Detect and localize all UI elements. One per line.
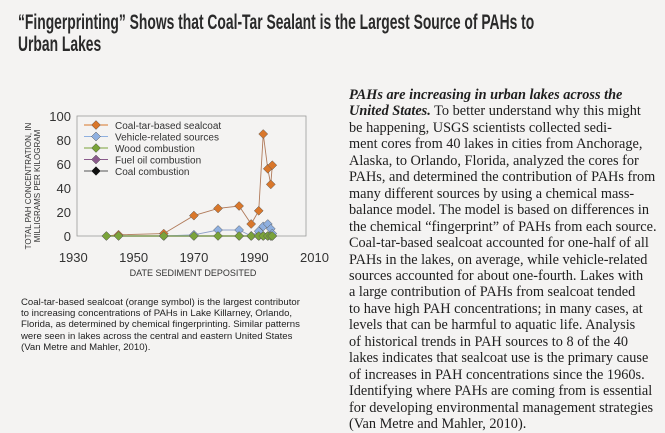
body-line: sources accounted for about one-fourth. … — [349, 267, 644, 284]
body-line: many different sources by using a chemic… — [349, 185, 635, 202]
data-point — [267, 231, 278, 241]
x-tick-label: 1970 — [179, 250, 208, 265]
body-line: a large contribution of PAHs from sealco… — [349, 284, 636, 301]
body-line: the chemical “fingerprint” of PAHs from … — [349, 218, 657, 235]
data-point — [258, 129, 269, 139]
legend-label: Coal-tar-based sealcoat — [115, 121, 221, 132]
y-tick-label: 60 — [57, 157, 71, 172]
legend-label: Vehicle-related sources — [115, 133, 219, 144]
body-line: Alaska, to Orlando, Florida, analyzed th… — [349, 152, 639, 169]
legend-label: Wood combustion — [115, 144, 195, 155]
legend-label: Coal combustion — [115, 167, 189, 178]
x-tick-label: 1950 — [119, 250, 148, 265]
data-point — [234, 231, 244, 241]
lead-emphasis: United States. — [349, 103, 431, 120]
y-tick-label: 40 — [57, 181, 71, 196]
body-line: for developing environmental management … — [349, 399, 654, 416]
body-line: of increases in PAH concentrations since… — [349, 366, 645, 383]
data-point — [253, 205, 264, 216]
body-line: PAHs in the lakes, on average, while veh… — [349, 251, 648, 268]
legend-label: Fuel oil combustion — [115, 156, 201, 167]
y-tick-label: 20 — [57, 205, 71, 220]
data-point — [113, 231, 124, 241]
data-point — [158, 231, 169, 241]
legend-marker — [91, 143, 101, 153]
caption-line: to increasing concentrations of PAHs in … — [21, 308, 293, 320]
y-axis-label: TOTAL PAH CONCENTRATION, IN — [24, 122, 33, 249]
body-line: to have high PAH concentrations; in many… — [349, 300, 643, 317]
data-point — [246, 231, 257, 241]
body-line: be happening, USGS scientists collected … — [349, 119, 612, 136]
data-point — [101, 231, 112, 241]
caption-line: Florida, as determined by chemical finge… — [21, 319, 300, 331]
x-tick-label: 2010 — [300, 250, 329, 265]
legend-marker — [91, 131, 101, 142]
caption-line: were seen in lakes across the central an… — [21, 330, 293, 342]
legend-marker — [91, 166, 101, 176]
figure-caption: Coal-tar-based sealcoat (orange symbol) … — [21, 297, 300, 353]
y-tick-label: 0 — [64, 229, 71, 244]
body-line: Coal-tar-based sealcoat accounted for on… — [349, 235, 649, 252]
title-line: “Fingerprinting” Shows that Coal-Tar Sea… — [18, 11, 535, 34]
body-line: of historical trends in PAH sources to 8… — [349, 333, 629, 350]
body-line: Identifying where PAHs are coming from i… — [349, 383, 653, 400]
data-point — [265, 179, 276, 190]
body-text: PAHs are increasing in urban lakes acros… — [349, 87, 657, 433]
y-tick-label: 100 — [49, 109, 71, 124]
body-line: balance model. The model is based on dif… — [349, 202, 650, 219]
caption-line: Coal-tar-based sealcoat (orange symbol) … — [21, 297, 300, 308]
y-tick-label: 80 — [57, 133, 71, 148]
data-point — [189, 231, 199, 241]
body-line: United States. To better understand why … — [349, 103, 657, 119]
x-tick-label: 1930 — [59, 250, 88, 265]
data-point — [246, 219, 257, 229]
y-axis-label: MILLIGRAMS PER KILOGRAM — [33, 129, 42, 242]
data-point — [213, 203, 223, 214]
body-line: lakes indicates that sealcoat use is the… — [349, 350, 649, 367]
body-line: ment cores from 40 lakes in cities from … — [349, 136, 643, 153]
page-title: “Fingerprinting” Shows that Coal-Tar Sea… — [18, 12, 534, 56]
body-line: PAHs, and determined the contribution of… — [349, 169, 656, 186]
caption-line: (Van Metre and Mahler, 2010). — [21, 341, 151, 353]
lead-emphasis: PAHs are increasing in urban lakes acros… — [349, 87, 623, 103]
data-point — [189, 210, 199, 221]
x-tick-label: 1990 — [240, 250, 269, 265]
body-line: levels that can be harmful to aquatic li… — [349, 317, 636, 334]
x-axis-label: DATE SEDIMENT DEPOSITED — [130, 268, 257, 278]
data-point — [213, 231, 223, 241]
body-line: (Van Metre and Mahler, 2010). — [349, 416, 527, 433]
body-text-span: To better understand why this might — [430, 103, 641, 120]
legend-marker — [91, 120, 101, 130]
pah-chart: 0 20 40 60 80 100 1930 1950 1970 1990 2010 DATE SED… — [24, 109, 329, 278]
data-point — [234, 201, 244, 211]
legend-marker — [91, 154, 101, 165]
data-point — [267, 160, 278, 171]
title-line: Urban Lakes — [18, 33, 102, 56]
body-line: PAHs are increasing in urban lakes acros… — [349, 87, 657, 103]
